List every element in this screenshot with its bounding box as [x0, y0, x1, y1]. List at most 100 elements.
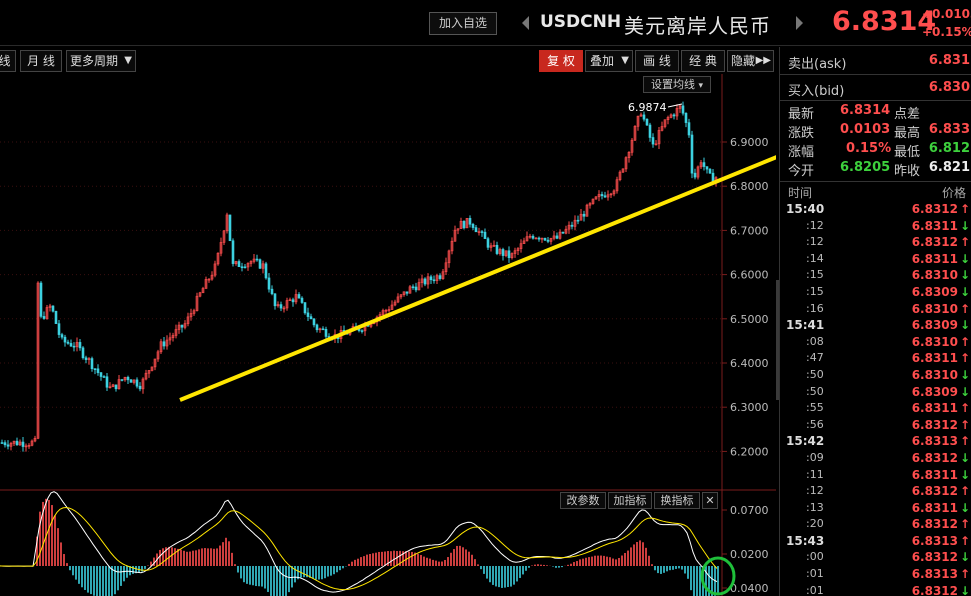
candle-body [501, 249, 505, 256]
indicator-axis-label: 0.0200 [730, 548, 769, 561]
previous-symbol-icon[interactable] [521, 13, 531, 33]
candle-body [696, 166, 700, 178]
candle-body [690, 134, 694, 174]
candle-body [318, 328, 322, 331]
modify-params-button[interactable]: 改参数 [560, 492, 606, 509]
low-value: 6.812 [928, 141, 970, 156]
tick-price: 6.8312 [911, 484, 958, 499]
candle-body [270, 288, 274, 295]
arrow-down-icon: ↓ [959, 318, 970, 333]
candle-body [543, 237, 547, 241]
candle-body [444, 262, 448, 273]
candle-body [99, 372, 103, 377]
draw-line-button[interactable]: 画 线 [635, 50, 679, 72]
candle-body [255, 258, 259, 261]
candle-body [546, 239, 550, 242]
candle-body [486, 238, 490, 248]
switch-indicator-button[interactable]: 换指标 [654, 492, 700, 509]
candle-body [51, 305, 55, 312]
tab-monthly-line[interactable]: 月 线 [20, 50, 62, 72]
candle-body [171, 335, 175, 339]
kline-chart-area[interactable]: 6.9000 6.8000 6.7000 6.6000 6.5000 6.4000 6.30… [0, 74, 776, 596]
candle-body [492, 244, 496, 247]
candle-body [279, 304, 283, 309]
candle-body [699, 162, 703, 168]
chevron-down-icon: ▾ [698, 81, 704, 91]
time-column-header: 时间 [788, 186, 813, 200]
price-axis-label: 6.5000 [730, 313, 769, 326]
candle-body [573, 219, 577, 227]
arrow-down-icon: ↓ [959, 583, 970, 596]
quote-panel: 卖出(ask) 6.831 买入(bid) 6.830 最新 6.8314 点差… [779, 47, 971, 596]
candle-body [537, 237, 541, 240]
candle-body [687, 122, 691, 136]
candle-body [552, 235, 556, 239]
candle-body [66, 341, 70, 344]
tab-weekly-line[interactable]: 线 [0, 50, 16, 72]
tick-time: :12 [806, 235, 824, 249]
candle-body [705, 166, 709, 170]
candle-body [483, 231, 487, 239]
candle-body [141, 378, 145, 390]
hide-button[interactable]: 隐藏 ▶▶ [727, 50, 774, 72]
restore-rights-button[interactable]: 复 权 [539, 50, 583, 72]
next-symbol-icon[interactable] [794, 13, 804, 33]
close-indicator-icon[interactable]: ✕ [702, 492, 718, 509]
add-to-watchlist-button[interactable]: 加入自选 [429, 12, 497, 35]
candle-body [297, 294, 301, 299]
candle-body [288, 299, 292, 302]
tick-row: :01 6.8312 ↓ [780, 584, 971, 596]
classic-button[interactable]: 经 典 [681, 50, 725, 72]
price-axis-label: 6.9000 [730, 136, 769, 149]
arrow-up-icon: ↑ [959, 202, 970, 216]
candle-body [495, 244, 499, 254]
tick-row: :08 6.8310 ↑ [780, 335, 971, 352]
panel-collapse-handle[interactable] [776, 280, 780, 400]
arrow-up-icon: ↑ [959, 417, 970, 432]
candle-body [645, 118, 649, 126]
add-indicator-button[interactable]: 加指标 [608, 492, 652, 509]
arrow-down-icon: ↓ [959, 284, 970, 299]
bid-value: 6.830 [928, 80, 970, 95]
candle-body [177, 324, 181, 330]
set-moving-average-dropdown[interactable]: 设置均线 ▾ [643, 76, 711, 93]
overlay-dropdown[interactable]: 叠加 ▼ [585, 50, 633, 72]
candle-body [3, 442, 7, 446]
tick-time: :50 [806, 367, 824, 381]
trendline-drawing[interactable] [179, 128, 776, 402]
candle-body [111, 384, 115, 388]
tick-row: 15:42 6.8313 ↑ [780, 434, 971, 451]
candle-body [549, 237, 553, 242]
candle-body [144, 372, 148, 380]
arrow-up-icon: ↑ [959, 517, 970, 532]
annotation-circle[interactable] [700, 556, 736, 596]
tick-list-header: 时间 价格 [788, 184, 970, 201]
pct-label: 涨幅 [788, 145, 815, 160]
tick-list[interactable]: 15:40 6.8312 ↑:12 6.8311 ↓:12 6.8312 ↑:14 6.831… [780, 202, 971, 596]
candle-body [309, 316, 313, 320]
tick-row: :56 6.8312 ↑ [780, 418, 971, 435]
spread-label: 点差 [894, 107, 921, 122]
tick-row: :55 6.8311 ↑ [780, 401, 971, 418]
candle-body [693, 172, 697, 178]
candle-body [24, 445, 28, 448]
tick-price: 6.8313 [911, 533, 958, 548]
candle-body [249, 261, 253, 264]
candle-body [300, 297, 304, 303]
arrow-down-icon: ↓ [959, 218, 970, 233]
macd-dea-line [0, 506, 718, 591]
candle-body [597, 194, 601, 198]
price-chart-canvas[interactable]: 6.9000 6.8000 6.7000 6.6000 6.5000 6.4000 6.30… [0, 74, 776, 596]
candle-body [291, 299, 295, 303]
candle-body [471, 223, 475, 228]
more-periods-dropdown[interactable]: 更多周期 ▼ [66, 50, 136, 72]
candle-body [36, 282, 40, 439]
tick-time: :50 [806, 384, 824, 398]
candle-body [282, 307, 286, 310]
bid-row: 买入(bid) 6.830 [788, 80, 971, 100]
candle-body [135, 379, 139, 387]
candle-body [639, 114, 643, 117]
candle-body [105, 376, 109, 388]
candle-body [426, 276, 430, 285]
candle-body [672, 114, 676, 117]
